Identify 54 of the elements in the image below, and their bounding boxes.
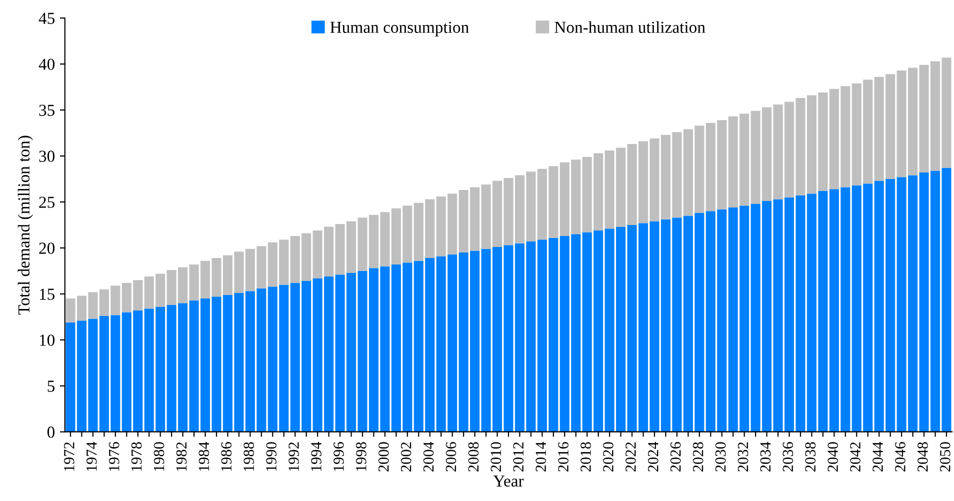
y-tick-label: 15	[40, 288, 54, 300]
x-tick-label: 2030	[715, 442, 726, 472]
y-tick-label: 10	[40, 334, 55, 346]
x-tick-label: 1984	[198, 442, 210, 471]
legend-label: Human consumption	[330, 22, 469, 36]
x-tick-label: 2028	[692, 442, 704, 472]
y-tick-label: 20	[39, 242, 55, 254]
y-tick-label: 40	[38, 58, 55, 70]
y-tick-label: 0	[47, 426, 55, 438]
y-tick-label: 25	[39, 196, 54, 208]
x-tick-label: 2020	[603, 442, 614, 472]
x-tick-label: 1980	[154, 442, 164, 471]
x-tick-label: 1982	[176, 442, 187, 471]
x-tick-label: 1996	[334, 442, 344, 471]
x-tick-label: 1986	[221, 442, 232, 471]
y-tick-label: 5	[48, 380, 54, 392]
y-tick-label: 35	[39, 104, 54, 116]
x-tick-label: 1974	[86, 442, 97, 471]
x-tick-label: 2048	[918, 442, 928, 472]
x-tick-label: 1972	[64, 442, 74, 471]
x-tick-label: 2014	[536, 442, 546, 472]
x-tick-label: 1978	[131, 442, 142, 471]
x-tick-label: 2002	[400, 442, 412, 472]
x-tick-label: 2032	[738, 442, 748, 472]
x-tick-label: 2000	[378, 442, 389, 472]
y-axis-title: Total demand (million ton)	[18, 136, 33, 315]
x-tick-label: 2024	[648, 442, 658, 472]
x-tick-label: 2018	[580, 442, 591, 472]
x-tick-label: 2034	[760, 442, 771, 472]
x-tick-label: 2042	[850, 442, 860, 472]
x-tick-label: 2022	[626, 442, 636, 472]
legend-label: Non-human utilization	[554, 21, 706, 33]
y-tick-label: 30	[39, 150, 55, 162]
x-tick-label: 1990	[266, 442, 276, 471]
x-tick-label: 2008	[468, 442, 479, 472]
x-tick-label: 1994	[311, 442, 322, 471]
x-tick-label: 2050	[940, 442, 950, 472]
x-tick-label: 2016	[558, 442, 568, 472]
x-tick-label: 1988	[244, 442, 254, 471]
x-tick-label: 2010	[490, 442, 502, 472]
x-tick-label: 2006	[446, 442, 456, 472]
x-tick-label: 1998	[356, 442, 366, 471]
x-axis-title: Year	[493, 476, 524, 487]
x-tick-label: 2040	[828, 442, 838, 472]
x-tick-label: 2026	[670, 442, 681, 472]
x-tick-label: 1976	[108, 442, 120, 471]
x-tick-label: 2044	[872, 442, 883, 472]
x-tick-label: 1992	[288, 442, 299, 471]
x-tick-label: 2012	[513, 442, 524, 472]
y-tick-label: 45	[38, 12, 54, 24]
x-tick-label: 2004	[423, 442, 434, 472]
x-tick-label: 2046	[895, 442, 906, 472]
x-tick-label: 2036	[782, 442, 794, 472]
x-tick-label: 2038	[805, 442, 816, 472]
